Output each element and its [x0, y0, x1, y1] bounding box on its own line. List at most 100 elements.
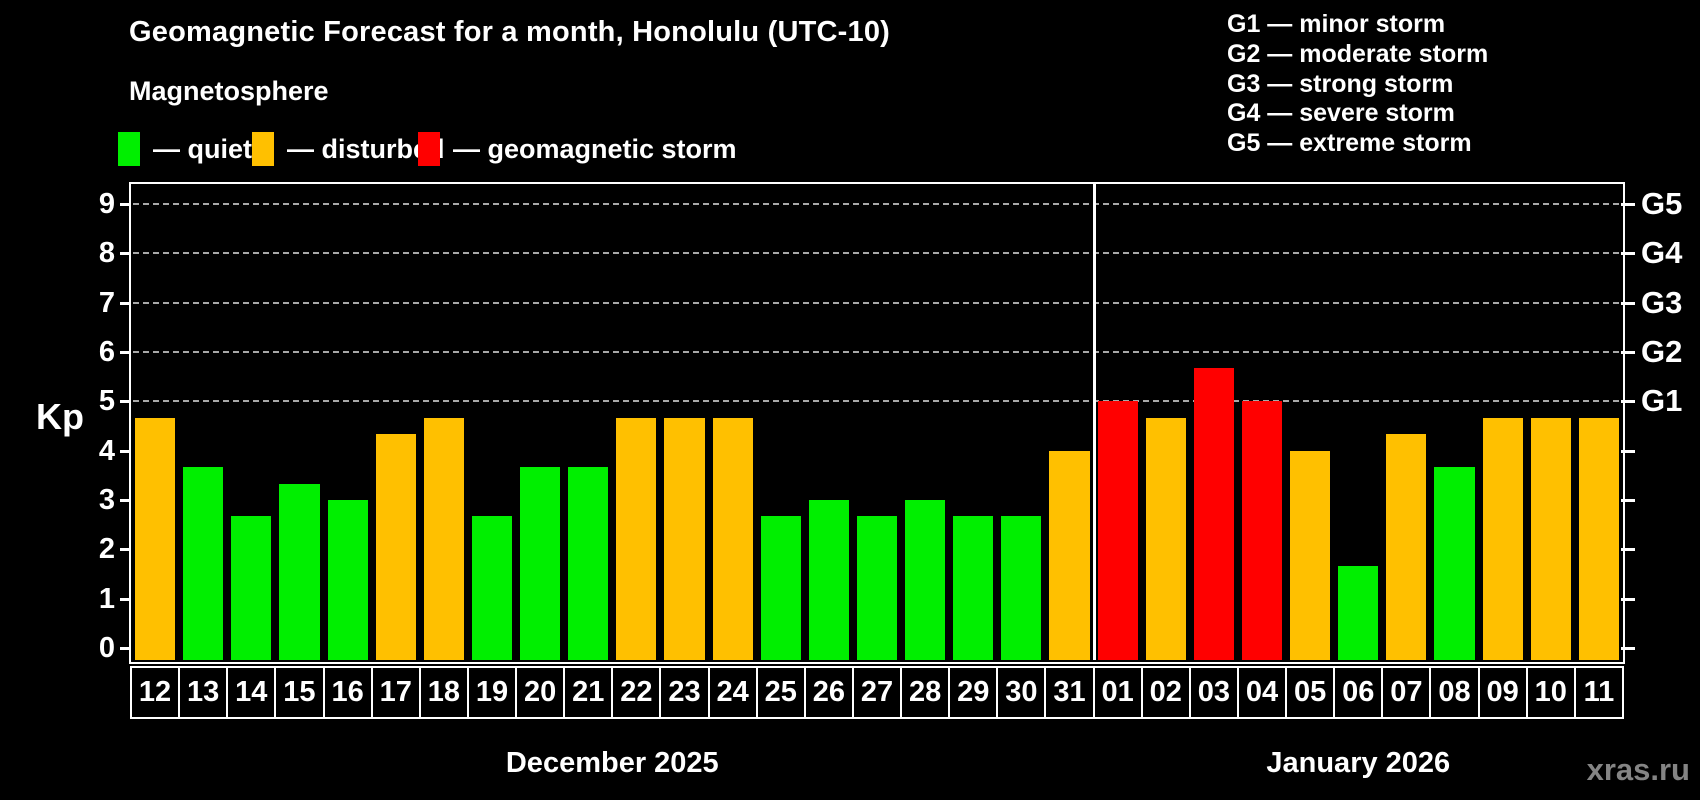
y-tick-label-0: 0	[98, 632, 115, 664]
bar-day-02	[1145, 417, 1186, 660]
bar-day-11	[1578, 417, 1619, 660]
bar-day-24	[712, 417, 753, 660]
y-tick-right-7	[1621, 301, 1635, 305]
bar-day-09	[1482, 417, 1523, 660]
bar-day-04	[1241, 401, 1283, 660]
day-cell-31: 31	[1044, 666, 1095, 719]
y-tick-right-2	[1621, 548, 1635, 552]
y-tick-right-5	[1621, 400, 1635, 404]
day-cell-18: 18	[418, 666, 469, 719]
grid-line-9	[133, 203, 1619, 206]
y-axis-title: Kp	[36, 396, 84, 437]
bar-day-12	[135, 417, 176, 660]
y-tick-right-4	[1621, 449, 1635, 453]
month-label-january-2026: January 2026	[1266, 747, 1451, 779]
y-tick-right-6	[1621, 351, 1635, 355]
g-axis-label-G1: G1	[1641, 383, 1683, 419]
y-tick-right-1	[1621, 597, 1635, 601]
day-cell-28: 28	[900, 666, 951, 719]
bar-day-30	[1001, 516, 1042, 660]
bar-day-01	[1097, 401, 1138, 660]
day-cell-29: 29	[948, 666, 999, 719]
day-cell-24: 24	[707, 666, 758, 719]
y-tick-left-5	[120, 400, 131, 404]
y-tick-right-3	[1621, 499, 1635, 502]
g-legend-line-4: G4 — severe storm	[1227, 99, 1455, 128]
g-axis-label-G2: G2	[1641, 334, 1683, 370]
legend-item-disturbed: — disturbed	[252, 131, 445, 167]
y-tick-right-0	[1621, 647, 1635, 650]
day-cell-17: 17	[370, 666, 421, 719]
g-legend-line-3: G3 — strong storm	[1227, 69, 1454, 98]
legend-label-storm: — geomagnetic storm	[453, 133, 737, 164]
bar-day-22	[616, 417, 657, 660]
bar-day-20	[520, 466, 561, 660]
y-tick-label-4: 4	[98, 434, 115, 467]
plot-frame	[129, 182, 1625, 664]
day-cell-19: 19	[466, 666, 518, 719]
y-tick-label-8: 8	[98, 237, 115, 270]
quiet-color-swatch	[118, 132, 140, 166]
legend-item-storm: — geomagnetic storm	[418, 131, 737, 167]
g-scale-legend: G1 — minor storm G2 — moderate storm G3 — …	[1227, 10, 1488, 159]
y-tick-left-4	[120, 449, 131, 453]
bar-day-21	[568, 466, 609, 660]
y-tick-label-5: 5	[98, 385, 115, 418]
legend-item-quiet: — quiet	[118, 131, 252, 167]
legend-label-quiet: — quiet	[153, 133, 252, 164]
day-cell-09: 09	[1477, 666, 1528, 719]
day-cell-13: 13	[178, 666, 229, 719]
day-cell-30: 30	[996, 666, 1047, 719]
y-tick-label-6: 6	[98, 336, 115, 369]
day-cell-25: 25	[755, 666, 806, 719]
y-tick-label-3: 3	[98, 484, 115, 516]
day-cell-06: 06	[1333, 666, 1384, 719]
bar-day-03	[1193, 368, 1234, 660]
g-axis-label-G3: G3	[1641, 284, 1683, 320]
bar-day-31	[1049, 450, 1090, 660]
day-cell-22: 22	[611, 666, 662, 719]
y-tick-right-8	[1621, 252, 1635, 256]
grid-line-8	[133, 252, 1619, 255]
bar-day-07	[1386, 434, 1427, 660]
day-cell-10: 10	[1525, 666, 1576, 719]
y-tick-label-2: 2	[98, 533, 115, 566]
grid-line-7	[133, 301, 1619, 304]
bar-day-14	[231, 516, 272, 660]
disturbed-color-swatch	[252, 132, 274, 166]
g-legend-line-2: G2 — moderate storm	[1227, 39, 1489, 68]
g-legend-line-5: G5 — extreme storm	[1227, 129, 1472, 158]
day-cell-14: 14	[226, 666, 277, 719]
grid-line-6	[133, 351, 1619, 354]
bar-day-15	[279, 483, 320, 660]
day-cell-02: 02	[1140, 666, 1191, 719]
day-cell-08: 08	[1429, 666, 1480, 719]
month-label-december-2025: December 2025	[505, 747, 719, 779]
day-cell-27: 27	[851, 666, 903, 719]
day-cell-07: 07	[1381, 666, 1432, 719]
bar-day-08	[1434, 466, 1475, 660]
bar-day-16	[327, 500, 368, 660]
day-cell-15: 15	[274, 666, 325, 719]
y-tick-label-9: 9	[98, 188, 115, 221]
grid-line-5	[133, 400, 1619, 403]
bar-day-29	[953, 516, 994, 660]
y-tick-left-7	[120, 301, 131, 305]
bar-day-13	[183, 466, 224, 660]
chart-subtitle: Magnetosphere	[129, 76, 329, 106]
day-cell-23: 23	[659, 666, 710, 719]
bar-day-27	[856, 516, 898, 660]
bar-day-25	[760, 516, 801, 660]
y-tick-right-9	[1621, 203, 1635, 207]
day-cell-03: 03	[1188, 666, 1239, 719]
bar-day-23	[664, 417, 705, 660]
bar-day-10	[1530, 417, 1571, 660]
day-cell-12: 12	[130, 666, 181, 719]
g-legend-line-1: G1 — minor storm	[1227, 10, 1446, 38]
y-tick-label-7: 7	[98, 286, 115, 319]
day-cell-04: 04	[1236, 666, 1288, 719]
y-tick-left-3	[120, 499, 131, 502]
bar-day-18	[423, 417, 464, 660]
g-axis-label-G5: G5	[1641, 186, 1683, 222]
